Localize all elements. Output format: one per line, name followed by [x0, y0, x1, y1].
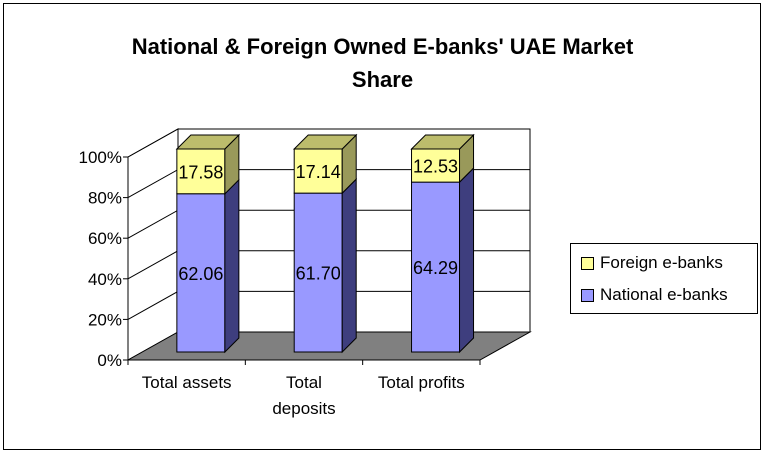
bar-national-side [341, 177, 357, 354]
bar-national-side [224, 178, 240, 354]
y-tick-label: 40% [88, 270, 122, 289]
legend-item-foreign: Foreign e-banks [581, 252, 723, 274]
legend-label-national: National e-banks [600, 285, 728, 304]
x-tick-label: Total [286, 373, 322, 392]
data-label-national: 64.29 [413, 258, 458, 278]
y-tick-label: 20% [88, 310, 122, 329]
chart-title: National & Foreign Owned E-banks' UAE Ma… [0, 30, 765, 96]
y-tick-label: 60% [88, 229, 122, 248]
data-label-foreign: 17.58 [178, 162, 223, 182]
legend-item-national: National e-banks [581, 284, 728, 306]
chart-title-line-2: Share [351, 67, 414, 92]
bar-foreign-top [292, 134, 358, 150]
plot-side-wall [127, 128, 179, 361]
y-tick-label: 0% [97, 351, 122, 370]
bar-national-side [459, 166, 475, 354]
data-label-national: 62.06 [178, 264, 223, 284]
gridline [127, 128, 530, 158]
data-label-foreign: 17.14 [296, 162, 341, 182]
legend-swatch-national [581, 288, 594, 302]
legend: Foreign e-banks National e-banks [570, 243, 758, 314]
x-tick-label: deposits [272, 399, 335, 418]
data-label-national: 61.70 [296, 264, 341, 284]
x-tick-label: Total assets [142, 373, 232, 392]
bar-foreign-top [410, 134, 475, 150]
y-tick-label: 100% [79, 148, 122, 167]
legend-swatch-foreign [581, 256, 594, 270]
chart-title-line-1: National & Foreign Owned E-banks' UAE Ma… [131, 34, 634, 59]
x-tick-label: Total profits [378, 373, 465, 392]
y-tick-label: 80% [88, 189, 122, 208]
data-label-foreign: 12.53 [413, 157, 458, 177]
legend-label-foreign: Foreign e-banks [600, 253, 723, 272]
bar-foreign-top [175, 134, 241, 150]
